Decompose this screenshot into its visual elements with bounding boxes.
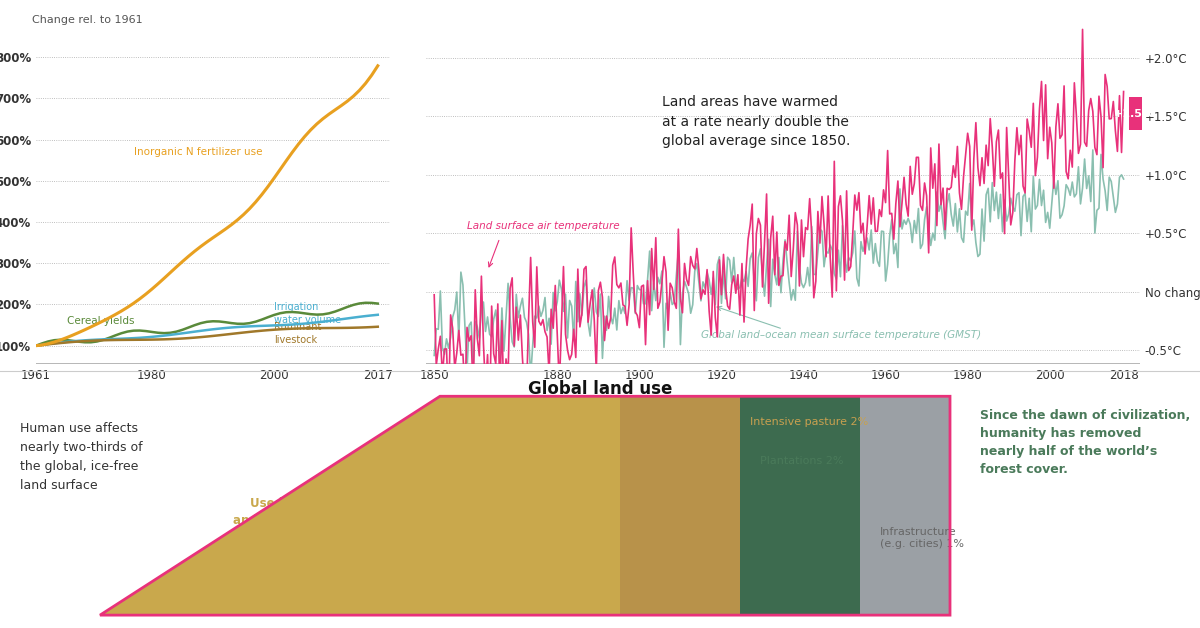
- Text: Irrigation
water volume: Irrigation water volume: [274, 302, 341, 325]
- Text: Global land–ocean mean surface temperature (GMST): Global land–ocean mean surface temperatu…: [701, 330, 982, 340]
- FancyBboxPatch shape: [1128, 97, 1141, 130]
- Text: Global land use: Global land use: [528, 380, 672, 398]
- Text: Intensive pasture 2%: Intensive pasture 2%: [750, 417, 869, 427]
- Polygon shape: [860, 396, 950, 615]
- Text: +1.5°C: +1.5°C: [1114, 109, 1157, 119]
- Text: Inorganic N fertilizer use: Inorganic N fertilizer use: [133, 147, 262, 157]
- Text: Land areas have warmed
at a rate nearly double the
global average since 1850.: Land areas have warmed at a rate nearly …: [661, 95, 850, 148]
- Text: Change rel. to 1961: Change rel. to 1961: [32, 15, 143, 25]
- Polygon shape: [740, 396, 860, 615]
- Text: Infrastructure
(e.g. cities) 1%: Infrastructure (e.g. cities) 1%: [880, 527, 964, 549]
- Text: Land surface air temperature: Land surface air temperature: [467, 221, 619, 230]
- Text: Since the dawn of civilization,
humanity has removed
nearly half of the world’s
: Since the dawn of civilization, humanity…: [980, 409, 1190, 476]
- Polygon shape: [100, 396, 620, 615]
- Text: Human use affects
nearly two-thirds of
the global, ice-free
land surface: Human use affects nearly two-thirds of t…: [20, 422, 143, 492]
- Text: Cereal yields: Cereal yields: [66, 316, 134, 326]
- Text: Ruminant
livestock: Ruminant livestock: [274, 322, 322, 345]
- Text: Used savannas
and shrublands 16%: Used savannas and shrublands 16%: [233, 497, 367, 527]
- Text: Plantations 2%: Plantations 2%: [760, 456, 844, 465]
- Polygon shape: [620, 396, 740, 615]
